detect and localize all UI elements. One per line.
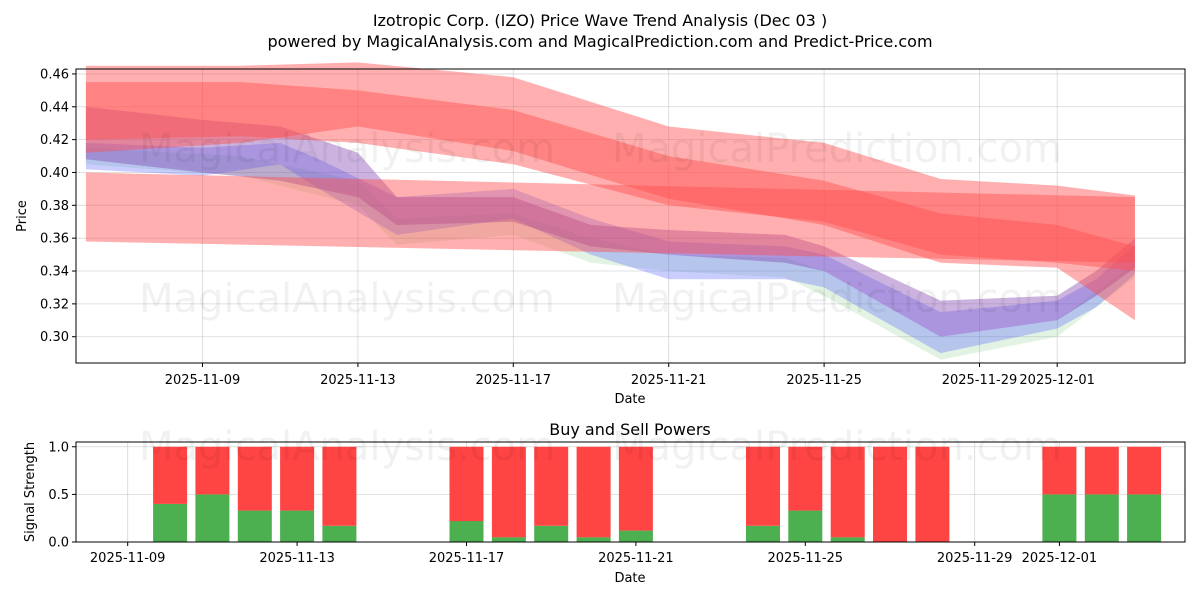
power-y-tick-label: 0.5 (48, 488, 69, 503)
buy-bar (746, 525, 780, 542)
power-x-tick-label: 2025-11-13 (259, 551, 335, 566)
watermark-analysis-top: MagicalAnalysis.com (139, 126, 555, 172)
price-y-label: Price (15, 200, 30, 232)
price-x-tick-label: 2025-11-21 (631, 373, 707, 388)
figure-title-line1: Izotropic Corp. (IZO) Price Wave Trend A… (373, 11, 827, 30)
blue-band (85, 142, 1135, 354)
power-plot-frame (75, 441, 1186, 543)
buy-bar (237, 510, 272, 542)
sell-bar (1042, 446, 1077, 495)
sell-bar (1127, 446, 1162, 495)
buy-bar (491, 537, 526, 542)
buy-bar (322, 525, 357, 542)
sell-bar (746, 446, 780, 526)
power-x-tick-label: 2025-11-09 (90, 551, 166, 566)
price-y-tick-label: 0.34 (40, 265, 69, 280)
price-x-tick-label: 2025-11-09 (165, 373, 241, 388)
price-plot-area (76, 69, 1185, 363)
price-x-label: Date (614, 392, 645, 407)
sell-bar (915, 446, 950, 542)
buy-bar (534, 525, 569, 542)
buy-bar (1127, 494, 1162, 542)
sell-bar (830, 446, 865, 538)
power-y-tick-label: 0.0 (48, 536, 69, 551)
sell-bar (618, 446, 653, 531)
watermark-analysis-mid: MagicalAnalysis.com (139, 276, 555, 322)
power-x-tick-label: 2025-12-01 (1022, 551, 1098, 566)
sell-bar (534, 446, 569, 526)
watermark-analysis-bottom: MagicalAnalysis.com (139, 424, 555, 470)
sell-bar (873, 446, 907, 542)
price-y-tick-label: 0.40 (40, 166, 69, 181)
purple-band (85, 106, 1135, 337)
sell-bar (153, 446, 188, 504)
price-y-tick-label: 0.46 (40, 67, 69, 82)
power-x-tick-label: 2025-11-29 (937, 551, 1013, 566)
price-x-tick-label: 2025-12-01 (1019, 373, 1095, 388)
power-bars (153, 446, 1162, 542)
red-core-band (85, 82, 1135, 271)
power-x-tick-label: 2025-11-17 (429, 551, 505, 566)
price-y-tick-label: 0.36 (40, 232, 69, 247)
sell-bar (322, 446, 357, 526)
buy-bar (618, 530, 653, 542)
power-chart: Buy and Sell Powers MagicalAnalysis.com … (23, 420, 1186, 586)
sell-bar (449, 446, 484, 522)
power-x-axis: 2025-11-09 2025-11-13 2025-11-17 2025-11-21… (90, 542, 1097, 566)
price-y-tick-label: 0.38 (40, 199, 69, 214)
price-y-tick-label: 0.32 (40, 297, 69, 312)
buy-bar (195, 494, 230, 542)
price-x-tick-label: 2025-11-13 (320, 373, 396, 388)
price-x-axis: 2025-11-09 2025-11-13 2025-11-17 2025-11-21… (165, 363, 1095, 388)
sell-bar (1084, 446, 1119, 495)
buy-bar (576, 537, 611, 542)
buy-bar (830, 537, 865, 542)
sell-bar (237, 446, 272, 511)
red-lower-band (85, 172, 1135, 263)
sell-bar (576, 446, 611, 538)
power-chart-title: Buy and Sell Powers (549, 420, 711, 439)
red-upper-band (85, 62, 1135, 321)
watermark-prediction-mid: MagicalPrediction.com (612, 276, 1062, 322)
price-x-tick-label: 2025-11-17 (476, 373, 552, 388)
watermark-prediction-top: MagicalPrediction.com (612, 126, 1062, 172)
price-y-tick-label: 0.30 (40, 330, 69, 345)
price-chart: MagicalAnalysis.com MagicalPrediction.co… (15, 62, 1186, 407)
sell-bar (788, 446, 823, 511)
buy-bar (1084, 494, 1119, 542)
power-x-label: Date (614, 571, 645, 586)
buy-bar (280, 510, 315, 542)
green-band (85, 147, 1135, 360)
buy-bar (1042, 494, 1077, 542)
price-grid (76, 69, 1185, 363)
price-y-tick-label: 0.42 (40, 133, 69, 148)
buy-bar (153, 503, 188, 542)
power-y-label: Signal Strength (23, 442, 38, 542)
power-y-axis: 0.0 0.5 1.0 (48, 440, 76, 551)
sell-bar (195, 446, 230, 495)
watermark-prediction-bottom: MagicalPrediction.com (612, 424, 1062, 470)
buy-bar (449, 521, 484, 542)
price-y-tick-label: 0.44 (40, 100, 69, 115)
price-bands (85, 62, 1135, 360)
sell-bar (280, 446, 315, 511)
price-plot-frame (75, 68, 1186, 364)
figure-title-line2: powered by MagicalAnalysis.com and Magic… (267, 32, 932, 51)
buy-bar (788, 510, 823, 542)
sell-bar (491, 446, 526, 538)
power-x-tick-label: 2025-11-25 (768, 551, 844, 566)
price-y-axis: 0.30 0.32 0.34 0.36 0.38 0.40 0.42 0.44 0.46 (40, 67, 76, 345)
price-x-tick-label: 2025-11-29 (942, 373, 1018, 388)
price-x-tick-label: 2025-11-25 (786, 373, 862, 388)
power-y-tick-label: 1.0 (48, 440, 69, 455)
power-x-tick-label: 2025-11-21 (598, 551, 674, 566)
